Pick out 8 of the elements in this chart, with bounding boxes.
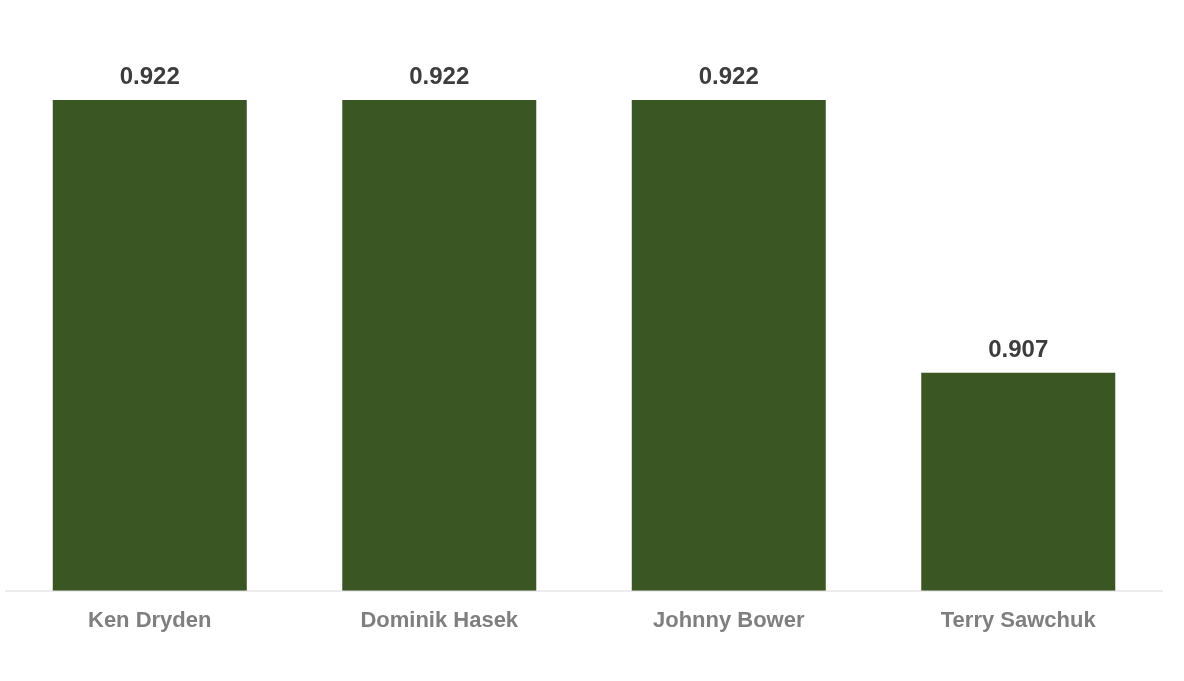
x-tick-label: Johnny Bower — [652, 606, 805, 632]
data-label: 0.922 — [409, 62, 470, 89]
data-label: 0.922 — [698, 62, 759, 89]
data-label: 0.907 — [988, 334, 1049, 362]
x-tick-label: Terry Sawchuk — [940, 606, 1097, 632]
data-label: 0.922 — [119, 62, 180, 89]
x-tick-label: Ken Dryden — [88, 606, 212, 632]
x-tick-label: Dominik Hasek — [360, 606, 519, 632]
